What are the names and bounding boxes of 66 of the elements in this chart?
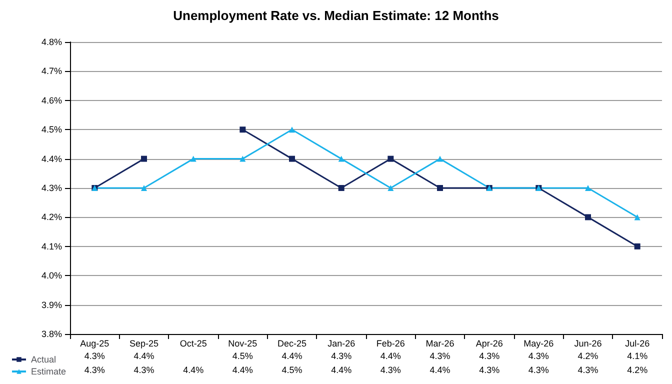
point xyxy=(388,156,394,162)
x-tick-label: Dec-25 xyxy=(277,338,307,348)
data-label: 4.4% xyxy=(282,351,302,361)
legend-label: Estimate xyxy=(31,366,66,376)
data-label: 4.3% xyxy=(380,365,401,375)
data-label: 4.4% xyxy=(430,365,450,375)
x-tick-label: Aug-25 xyxy=(80,338,110,348)
y-tick-label: 4.0% xyxy=(41,270,62,281)
data-label: 4.4% xyxy=(232,365,253,375)
data-label: 4.4% xyxy=(331,365,352,375)
y-tick-label: 4.4% xyxy=(41,154,62,164)
point xyxy=(240,156,246,162)
data-label: 4.3% xyxy=(528,365,549,375)
y-tick-label: 4.7% xyxy=(41,66,62,76)
y-tick-label: 3.9% xyxy=(41,300,62,310)
point xyxy=(437,156,443,162)
data-label: 4.2% xyxy=(627,365,648,375)
data-label: 4.3% xyxy=(84,351,105,361)
x-tick-label: Jun-26 xyxy=(574,338,602,348)
data-label: 4.3% xyxy=(578,365,598,375)
data-label: 4.2% xyxy=(578,351,598,361)
data-label: 4.4% xyxy=(183,365,204,375)
y-tick-label: 3.8% xyxy=(41,329,62,339)
x-tick-label: Apr-26 xyxy=(476,338,503,348)
y-tick-label: 4.2% xyxy=(41,212,62,222)
point xyxy=(289,156,295,162)
legend-label: Actual xyxy=(31,354,56,364)
y-tick-label: 4.3% xyxy=(41,183,62,193)
y-tick-label: 4.8% xyxy=(41,37,62,47)
y-tick-label: 4.5% xyxy=(41,124,62,135)
data-label: 4.3% xyxy=(479,365,500,375)
y-tick-label: 4.1% xyxy=(41,241,62,252)
point xyxy=(338,156,344,162)
data-label: 4.3% xyxy=(430,351,450,361)
point xyxy=(388,185,394,191)
chart-title: Unemployment Rate vs. Median Estimate: 12 Months xyxy=(173,8,499,23)
data-label: 4.3% xyxy=(84,365,105,375)
data-label: 4.4% xyxy=(134,351,154,361)
data-label: 4.3% xyxy=(134,365,154,375)
point xyxy=(338,185,344,191)
x-tick-label: Feb-26 xyxy=(376,338,405,348)
data-label: 4.4% xyxy=(380,351,401,361)
point xyxy=(634,214,640,220)
data-label: 4.3% xyxy=(331,351,352,361)
point xyxy=(190,156,196,162)
y-tick-label: 4.6% xyxy=(41,95,62,106)
x-tick-label: Jan-26 xyxy=(328,338,356,348)
point xyxy=(585,214,591,220)
point xyxy=(141,156,147,162)
point xyxy=(437,185,443,191)
data-label: 4.3% xyxy=(528,351,549,361)
x-tick-label: Nov-25 xyxy=(228,338,258,348)
data-label: 4.1% xyxy=(627,351,648,361)
point xyxy=(289,126,295,133)
x-tick-label: Mar-26 xyxy=(426,338,454,348)
x-tick-label: Jul-26 xyxy=(625,338,650,348)
x-tick-label: May-26 xyxy=(524,338,554,348)
point xyxy=(585,185,591,191)
x-tick-label: Sep-25 xyxy=(129,338,159,348)
point xyxy=(240,126,246,133)
x-tick-label: Oct-25 xyxy=(180,338,207,348)
point xyxy=(141,185,147,191)
data-label: 4.5% xyxy=(232,351,253,361)
point xyxy=(634,243,640,250)
data-label: 4.5% xyxy=(282,365,302,375)
data-label: 4.3% xyxy=(479,351,500,361)
